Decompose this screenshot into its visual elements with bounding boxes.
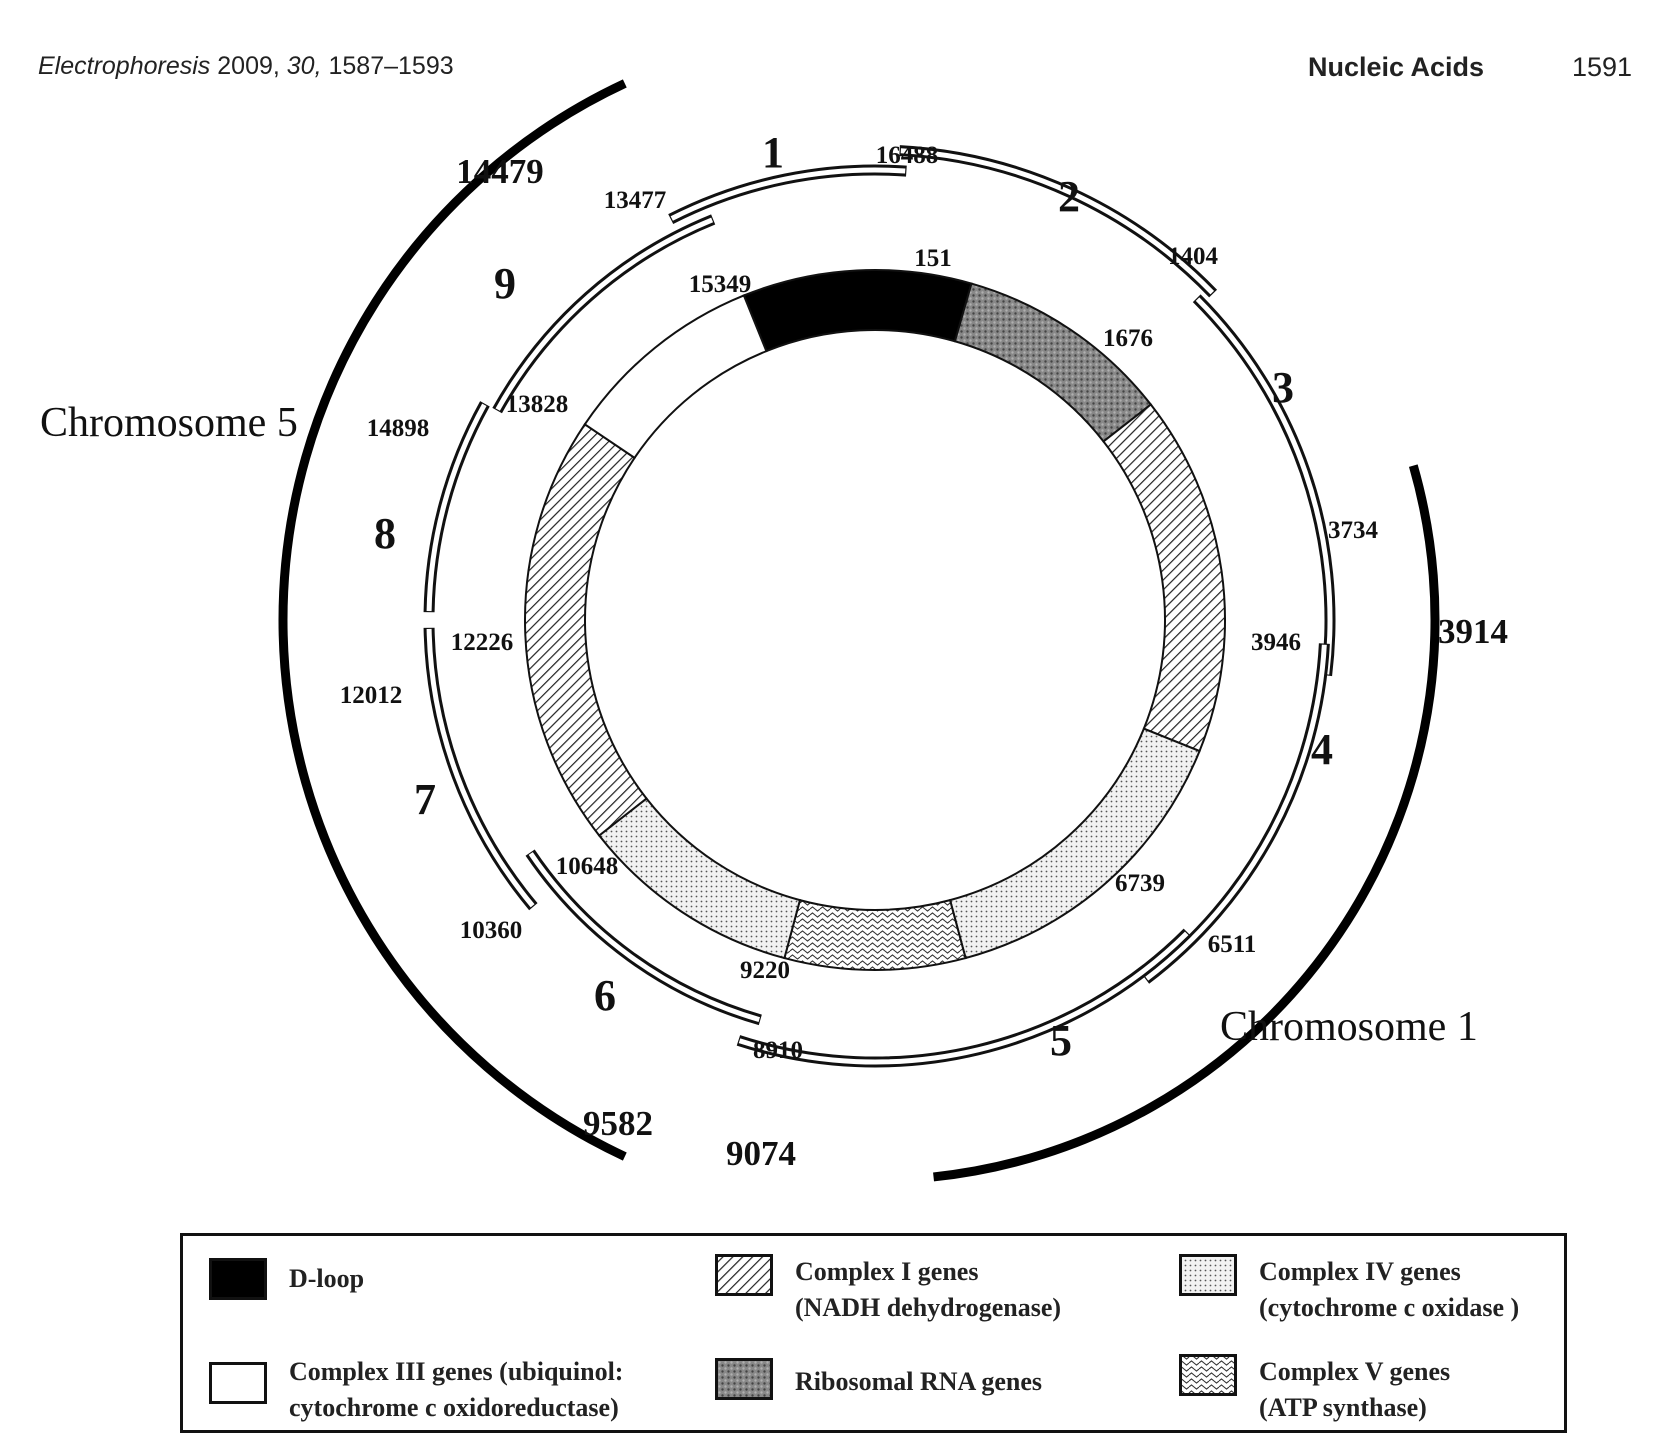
fragment-arc-8 <box>426 403 487 612</box>
chromosome-1-arc <box>933 464 1440 1182</box>
legend-box: D-loop Complex I genes (NADH dehydrogena… <box>180 1233 1567 1433</box>
fragment-arc-3 <box>1195 297 1333 675</box>
fragment-number-6: 6 <box>594 971 616 1020</box>
fragment-label-16488: 16488 <box>876 142 939 169</box>
legend-swatch-complex-iv <box>1179 1254 1237 1296</box>
ring-label-13828: 13828 <box>506 391 569 418</box>
chromosome-arcs <box>278 79 1440 1182</box>
chromosome-5-arc <box>278 79 627 1161</box>
fragment-arc-outline-7 <box>423 627 538 911</box>
legend-swatch-complex-iii <box>209 1362 267 1404</box>
legend-label-rrna: Ribosomal RNA genes <box>795 1367 1043 1396</box>
fragment-arc-4 <box>1145 644 1327 981</box>
ring-label-12226: 12226 <box>451 629 514 656</box>
legend-swatch-complex-v <box>1179 1354 1237 1396</box>
gene-ring <box>524 269 1226 971</box>
chromosome-5-start-label: 9582 <box>583 1104 653 1143</box>
fragment-number-2: 2 <box>1058 172 1080 221</box>
ring-label-15349: 15349 <box>689 271 752 298</box>
fragment-label-14898: 13477 <box>604 187 667 214</box>
legend-item-complex-v: Complex V genes (ATP synthase) <box>1179 1354 1450 1426</box>
legend-sublabel-complex-iii: cytochrome c oxidoreductase) <box>289 1393 619 1422</box>
ring-segment-complex-v <box>783 898 967 971</box>
ring-segment-complex-i-b <box>524 422 648 837</box>
fragment-number-8: 8 <box>374 509 396 558</box>
legend-label-complex-v: Complex V genes <box>1259 1357 1451 1386</box>
legend-item-complex-iii: Complex III genes (ubiquinol: cytochrome… <box>209 1354 623 1426</box>
fragment-arc-6 <box>528 852 760 1022</box>
fragment-label-12012: 12012 <box>340 682 403 709</box>
fragment-arc-1 <box>670 167 906 221</box>
fragment-label-10360: 10360 <box>460 917 523 944</box>
fragment-number-5: 5 <box>1050 1016 1072 1065</box>
ring-segment-complex-iii <box>583 294 768 460</box>
fragment-arc-2 <box>900 148 1215 295</box>
ring-segment-complex-i-a <box>1102 403 1226 753</box>
legend-swatch-rrna <box>715 1358 773 1400</box>
fragment-number-1: 1 <box>762 128 784 177</box>
ring-label-10648: 10648 <box>556 853 619 880</box>
amplicon-fragments <box>423 145 1336 1068</box>
chromosome-1-start-label: 3914 <box>1438 612 1508 651</box>
legend-label-complex-iv: Complex IV genes <box>1259 1257 1461 1286</box>
ring-segment-complex-iv-b <box>597 797 802 960</box>
fragment-label-1404: 1404 <box>1168 243 1219 270</box>
fragment-arc-7 <box>426 628 535 908</box>
fragment-arc-outline-2 <box>899 145 1218 298</box>
legend-item-dloop: D-loop <box>209 1258 364 1300</box>
fragment-number-3: 3 <box>1272 363 1294 412</box>
ring-segment-complex-iv-a <box>948 727 1201 960</box>
fragment-arc-outline-8 <box>423 401 490 613</box>
fragment-label-3734: 3734 <box>1328 517 1379 544</box>
fragment-arc-5 <box>738 931 1189 1065</box>
ring-label-151: 151 <box>914 245 952 272</box>
journal-pages: 1587–1593 <box>328 52 454 80</box>
fragment-label-8910: 8910 <box>753 1037 803 1064</box>
ring-label-6739: 6739 <box>1115 870 1165 897</box>
legend-item-complex-iv: Complex IV genes (cytochrome c oxidase ) <box>1179 1254 1519 1326</box>
ring-label-1676: 1676 <box>1103 325 1153 352</box>
ring-segment-rrna <box>953 282 1153 443</box>
chromosome-1-end-label: 9074 <box>726 1134 796 1173</box>
ring-label-9220: 9220 <box>740 957 790 984</box>
legend-item-complex-i: Complex I genes (NADH dehydrogenase) <box>715 1254 1061 1326</box>
legend-sublabel-complex-iv: (cytochrome c oxidase ) <box>1259 1293 1520 1322</box>
chromosome-5-end-label: 14479 <box>456 152 544 191</box>
fragment-number-4: 4 <box>1311 725 1333 774</box>
fragment-label-13477: 14898 <box>367 415 430 442</box>
journal-volume: 30, <box>286 52 322 80</box>
legend-label-complex-i: Complex I genes <box>795 1257 979 1286</box>
legend-sublabel-complex-i: (NADH dehydrogenase) <box>795 1293 1062 1322</box>
fragment-label-6511: 6511 <box>1208 931 1257 958</box>
section-title: Nucleic Acids <box>1308 52 1485 82</box>
journal-year: 2009, <box>217 52 280 80</box>
chromosome-5-label: Chromosome 5 <box>40 400 298 446</box>
legend-swatch-dloop <box>209 1258 267 1300</box>
ring-segment-dloop <box>742 269 973 353</box>
journal-name: Electrophoresis <box>38 52 211 80</box>
legend-label-dloop: D-loop <box>289 1264 365 1293</box>
legend-sublabel-complex-v: (ATP synthase) <box>1259 1393 1427 1422</box>
legend-swatch-complex-i <box>715 1254 773 1296</box>
page-number: 1591 <box>1572 52 1633 82</box>
running-header-citation: Electrophoresis 2009, 30, 1587–1593 <box>38 52 454 81</box>
legend-label-complex-iii: Complex III genes (ubiquinol: <box>289 1357 624 1386</box>
fragment-number-9: 9 <box>494 259 516 308</box>
fragment-number-7: 7 <box>414 775 436 824</box>
ring-label-3946: 3946 <box>1251 629 1301 656</box>
legend-item-rrna: Ribosomal RNA genes <box>715 1358 1042 1406</box>
fragment-arc-9 <box>495 217 714 411</box>
chromosome-1-label: Chromosome 1 <box>1220 1004 1478 1050</box>
